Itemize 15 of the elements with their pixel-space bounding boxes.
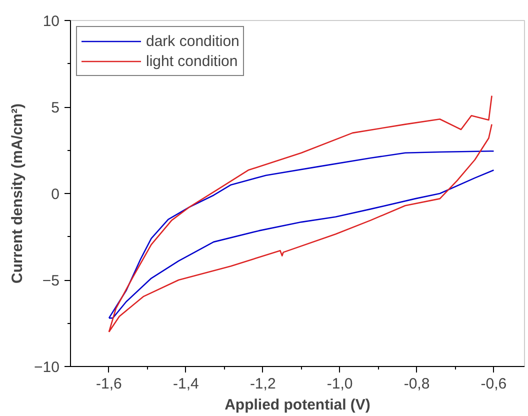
x-tick-label: -1,6 [96, 376, 122, 392]
y-tick-label: −10 [34, 359, 60, 376]
y-tick-label: 0 [51, 186, 60, 203]
y-tick-label: −5 [42, 272, 60, 290]
x-axis-title: Applied potential (V) [224, 396, 370, 414]
y-tick-label: 10 [42, 13, 60, 30]
legend-label: light condition [146, 52, 238, 70]
y-tick-label: 5 [51, 100, 60, 116]
x-tick-label: -0,6 [480, 376, 507, 392]
x-tick-label: -1,4 [173, 376, 199, 392]
x-tick-label: -0,8 [404, 376, 430, 392]
x-tick-label: -1,2 [250, 376, 276, 392]
legend-label: dark condition [146, 32, 240, 50]
y-axis-title: Current density (mA/cm²) [9, 103, 26, 284]
x-tick-label: -1,0 [326, 376, 353, 392]
